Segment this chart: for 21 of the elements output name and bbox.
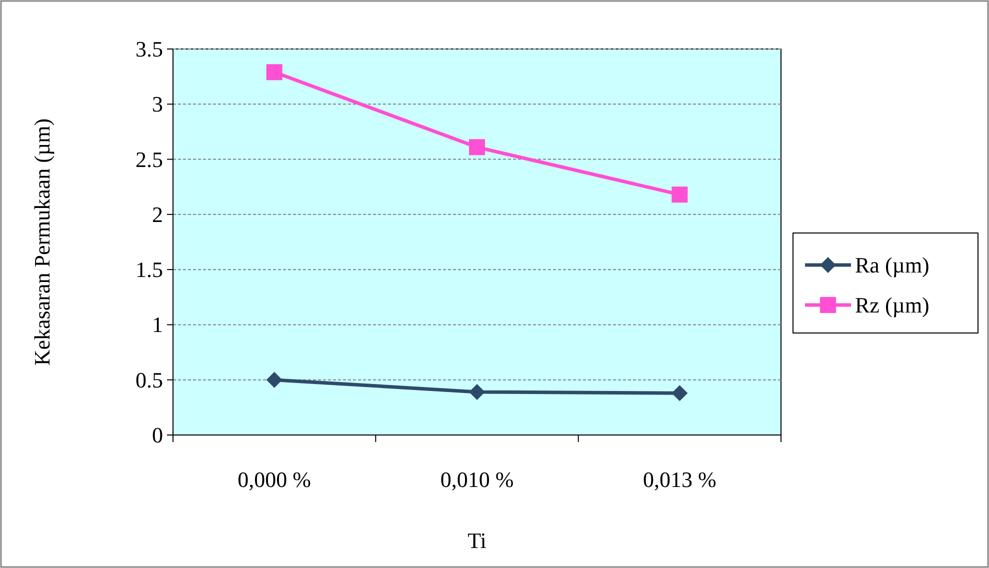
point bbox=[266, 372, 282, 388]
x-tick-label: 0,013 % bbox=[643, 467, 716, 492]
y-axis-title: Kekasaran Permukaan (µm) bbox=[30, 118, 54, 366]
y-tick-label: 3.5 bbox=[136, 36, 163, 62]
point bbox=[469, 384, 485, 400]
x-axis-title: Ti bbox=[468, 528, 486, 553]
y-tick-label: 1 bbox=[152, 312, 163, 338]
point bbox=[469, 139, 485, 156]
y-tick-label: 0 bbox=[152, 422, 163, 448]
y-tick-label: 2.5 bbox=[136, 146, 163, 172]
x-tick-label: 0,000 % bbox=[238, 467, 311, 492]
y-tick-label: 2 bbox=[152, 202, 163, 227]
y-tick-label: 0.5 bbox=[136, 367, 163, 392]
point bbox=[672, 186, 688, 203]
y-tick-label: 3 bbox=[152, 92, 163, 117]
legend-label: Rz (µm) bbox=[855, 292, 930, 318]
point bbox=[266, 64, 282, 80]
legend-label: Ra (µm) bbox=[855, 252, 930, 278]
point bbox=[672, 385, 688, 402]
x-tick-label: 0,010 % bbox=[440, 467, 514, 492]
y-tick-label: 1.5 bbox=[136, 257, 163, 282]
